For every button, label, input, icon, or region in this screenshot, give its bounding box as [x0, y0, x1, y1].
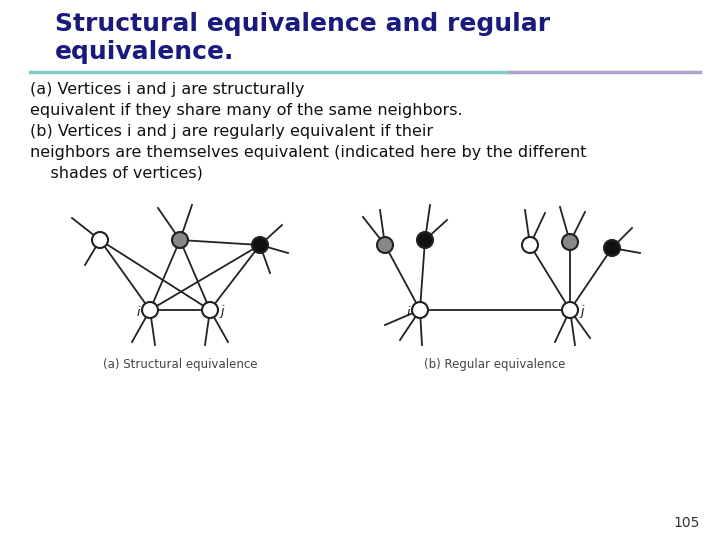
- Text: (b) Regular equivalence: (b) Regular equivalence: [424, 358, 566, 371]
- Text: i: i: [406, 306, 410, 319]
- Circle shape: [252, 237, 268, 253]
- Text: j: j: [580, 306, 584, 319]
- Circle shape: [562, 302, 578, 318]
- Circle shape: [172, 232, 188, 248]
- Text: 105: 105: [674, 516, 700, 530]
- Circle shape: [412, 302, 428, 318]
- Circle shape: [562, 234, 578, 250]
- Text: (a) Vertices i and j are structurally
equivalent if they share many of the same : (a) Vertices i and j are structurally eq…: [30, 82, 587, 181]
- Text: Structural equivalence and regular: Structural equivalence and regular: [55, 12, 550, 36]
- Circle shape: [522, 237, 538, 253]
- Text: i: i: [136, 306, 140, 319]
- Text: (a) Structural equivalence: (a) Structural equivalence: [103, 358, 257, 371]
- Circle shape: [417, 232, 433, 248]
- Circle shape: [377, 237, 393, 253]
- Text: equivalence.: equivalence.: [55, 40, 235, 64]
- Circle shape: [604, 240, 620, 256]
- Circle shape: [92, 232, 108, 248]
- Circle shape: [142, 302, 158, 318]
- Text: j: j: [220, 306, 224, 319]
- Circle shape: [202, 302, 218, 318]
